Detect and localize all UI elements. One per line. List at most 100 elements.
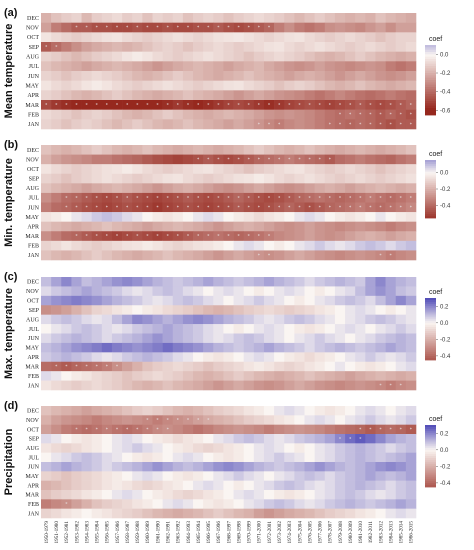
heatmap-cell bbox=[152, 277, 163, 287]
heatmap-cell bbox=[61, 508, 72, 519]
heatmap-cell bbox=[142, 61, 153, 72]
heatmap-cell bbox=[233, 250, 245, 261]
heatmap-cell bbox=[81, 80, 92, 91]
heatmap-cell bbox=[253, 305, 265, 315]
heatmap-cell bbox=[324, 462, 336, 472]
heatmap-cell bbox=[61, 100, 72, 110]
heatmap-cell bbox=[41, 42, 52, 52]
heatmap-cell bbox=[314, 51, 326, 62]
heatmap-cell bbox=[385, 371, 397, 381]
heatmap-cell bbox=[263, 13, 275, 23]
heatmap-cell bbox=[132, 109, 143, 120]
heatmap-cell bbox=[101, 202, 113, 213]
heatmap-cell bbox=[375, 295, 386, 306]
heatmap-cell bbox=[345, 80, 356, 91]
heatmap-cell bbox=[223, 286, 234, 297]
heatmap-cell bbox=[51, 100, 62, 110]
colorbar-segment bbox=[425, 82, 436, 86]
heatmap-cell bbox=[253, 333, 265, 344]
significance-marker: * bbox=[207, 102, 210, 108]
heatmap-cell bbox=[152, 192, 163, 203]
heatmap-cell bbox=[334, 145, 346, 155]
significance-marker: * bbox=[96, 234, 99, 240]
colorbar-segment bbox=[425, 439, 436, 442]
heatmap-cell bbox=[385, 173, 397, 184]
heatmap-cell bbox=[233, 415, 245, 425]
heatmap-cell bbox=[243, 240, 255, 251]
x-tick-label: 1952-1981 bbox=[64, 521, 70, 544]
heatmap-cell bbox=[122, 183, 133, 194]
significance-marker: * bbox=[217, 25, 220, 31]
heatmap-cell bbox=[284, 508, 295, 519]
heatmap-cell bbox=[314, 42, 326, 52]
heatmap-cell bbox=[263, 305, 275, 315]
heatmap-cell bbox=[385, 333, 397, 344]
heatmap-cell bbox=[314, 361, 326, 372]
significance-marker: * bbox=[146, 427, 149, 433]
heatmap-cell bbox=[345, 61, 356, 72]
heatmap-cell bbox=[193, 443, 204, 453]
heatmap-cell bbox=[324, 443, 336, 453]
colorbar-segment bbox=[425, 351, 436, 355]
heatmap-cell bbox=[284, 333, 295, 344]
heatmap-cell bbox=[172, 471, 184, 481]
heatmap-cell bbox=[203, 202, 214, 213]
heatmap-cell bbox=[81, 333, 92, 344]
heatmap-cell bbox=[182, 490, 194, 500]
heatmap-cell bbox=[51, 22, 62, 33]
heatmap-cell bbox=[375, 231, 386, 242]
heatmap-cell bbox=[81, 221, 92, 232]
heatmap-cell bbox=[324, 434, 336, 444]
heatmap-cell bbox=[172, 415, 184, 425]
heatmap-cell bbox=[81, 183, 92, 194]
heatmap-cell bbox=[365, 361, 376, 372]
heatmap-cell bbox=[385, 406, 397, 416]
heatmap-cell bbox=[263, 380, 275, 391]
heatmap-cell bbox=[162, 71, 174, 81]
colorbar-segment bbox=[425, 175, 436, 178]
heatmap-cell bbox=[91, 499, 103, 509]
heatmap-cell bbox=[51, 90, 62, 101]
significance-marker: * bbox=[349, 436, 352, 442]
heatmap-cell bbox=[334, 361, 346, 372]
heatmap-cell bbox=[213, 295, 224, 306]
heatmap-cell bbox=[375, 452, 386, 463]
heatmap-cell bbox=[243, 452, 255, 463]
significance-marker: * bbox=[116, 427, 119, 433]
heatmap-cell bbox=[213, 452, 224, 463]
heatmap-cell bbox=[132, 100, 143, 110]
significance-marker: * bbox=[75, 427, 78, 433]
significance-marker: * bbox=[278, 102, 281, 108]
heatmap-cell bbox=[395, 361, 407, 372]
heatmap-cell bbox=[365, 490, 376, 500]
significance-marker: * bbox=[75, 195, 78, 201]
heatmap-cell bbox=[61, 462, 72, 472]
heatmap-cell bbox=[375, 202, 386, 213]
y-tick-label: FEB bbox=[28, 113, 39, 119]
heatmap-cell bbox=[355, 480, 366, 491]
heatmap-cell bbox=[405, 434, 417, 444]
heatmap-cell bbox=[132, 240, 143, 251]
colorbar-segment bbox=[425, 169, 436, 172]
heatmap-cell bbox=[365, 183, 376, 194]
heatmap-cell bbox=[162, 314, 174, 325]
heatmap-cell bbox=[51, 380, 62, 391]
heatmap-cell bbox=[101, 462, 113, 472]
heatmap-cell bbox=[284, 202, 295, 213]
heatmap-cell bbox=[284, 434, 295, 444]
heatmap-cell bbox=[91, 32, 103, 43]
x-tick-label: 1971-2000 bbox=[257, 521, 263, 544]
heatmap-cell bbox=[172, 452, 184, 463]
heatmap-cell bbox=[243, 13, 255, 23]
heatmap-cell bbox=[122, 286, 133, 297]
heatmap-cell bbox=[345, 305, 356, 315]
heatmap-cell bbox=[223, 80, 234, 91]
heatmap-cell bbox=[345, 361, 356, 372]
heatmap-cell bbox=[334, 324, 346, 334]
heatmap-cell bbox=[223, 42, 234, 52]
heatmap-cell bbox=[304, 471, 315, 481]
colorbar-segment bbox=[425, 449, 436, 453]
heatmap-cell bbox=[385, 361, 397, 372]
heatmap-cell bbox=[365, 173, 376, 184]
colorbar-segment bbox=[425, 308, 436, 311]
